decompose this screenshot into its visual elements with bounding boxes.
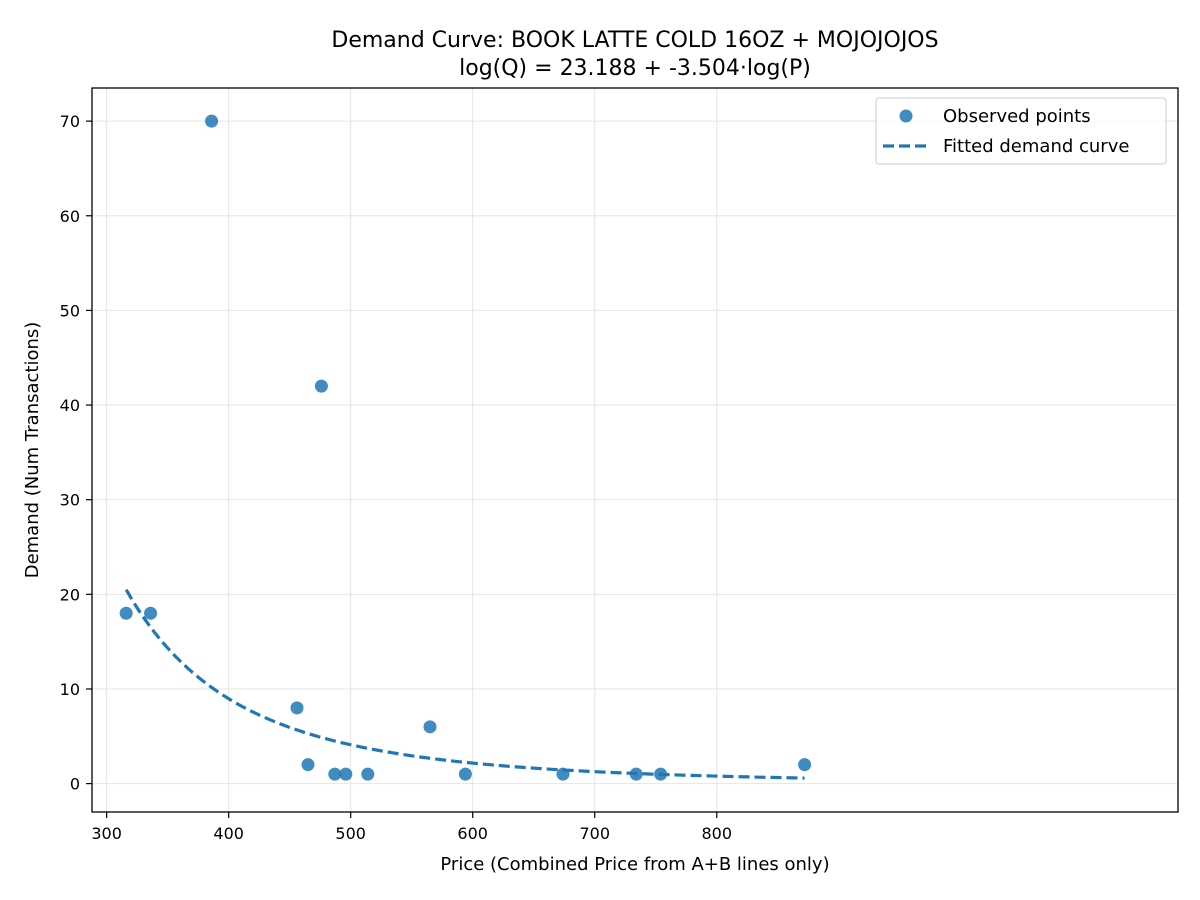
y-tick-label: 0 [70, 775, 80, 794]
observed-point [328, 767, 342, 781]
observed-point [798, 758, 812, 772]
y-tick-label: 60 [60, 207, 80, 226]
legend-label-fitted: Fitted demand curve [943, 136, 1129, 157]
legend: Observed points Fitted demand curve [875, 97, 1167, 165]
y-tick-label: 70 [60, 112, 80, 131]
observed-point [423, 720, 437, 734]
fitted-demand-curve [124, 588, 805, 780]
y-tick-label: 10 [60, 680, 80, 699]
observed-point [654, 767, 668, 781]
plot-frame [91, 87, 1179, 813]
legend-label-observed: Observed points [943, 106, 1091, 127]
observed-point [556, 767, 570, 781]
x-tick-label: 500 [335, 824, 366, 843]
y-tick-label: 20 [60, 585, 80, 604]
y-tick-label: 40 [60, 396, 80, 415]
fitted-curve-layer [124, 588, 805, 780]
x-tick-label: 300 [91, 824, 122, 843]
observed-point [339, 767, 353, 781]
chart-subtitle: log(Q) = 23.188 + -3.504·log(P) [459, 56, 811, 81]
x-axis-label: Price (Combined Price from A+B lines onl… [440, 854, 829, 875]
observed-point [290, 701, 304, 715]
y-axis-label: Demand (Num Transactions) [22, 322, 43, 579]
observed-point [301, 758, 315, 772]
observed-point [458, 767, 472, 781]
legend-box [875, 97, 1167, 165]
y-tick-label: 30 [60, 491, 80, 510]
observed-point [629, 767, 643, 781]
observed-point [119, 606, 133, 620]
observed-point [314, 379, 328, 393]
observed-point [205, 114, 219, 128]
x-tick-label: 400 [213, 824, 244, 843]
grid [92, 88, 1178, 812]
x-tick-label: 700 [579, 824, 610, 843]
observed-point [144, 606, 158, 620]
x-tick-label: 600 [457, 824, 488, 843]
x-tick-label: 800 [701, 824, 732, 843]
chart-title: Demand Curve: BOOK LATTE COLD 16OZ + MOJ… [331, 28, 938, 53]
legend-marker-observed [899, 109, 913, 123]
axis-ticks: 300 400 500 600 700 800 0 10 20 30 40 50 60 70 [60, 112, 732, 843]
observed-point [361, 767, 375, 781]
scatter-points-layer [119, 114, 812, 781]
y-tick-label: 50 [60, 301, 80, 320]
